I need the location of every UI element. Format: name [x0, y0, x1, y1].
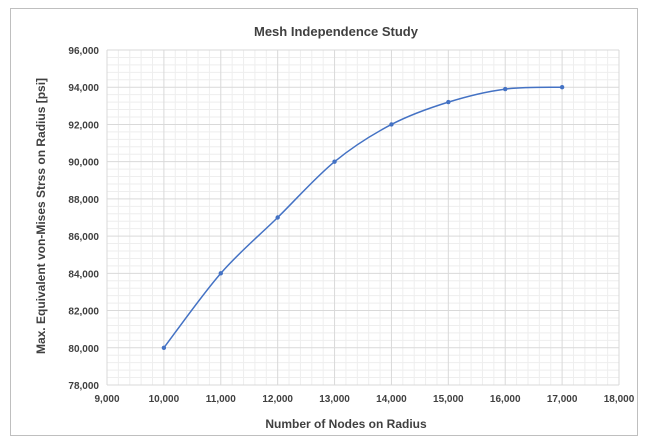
x-axis-title: Number of Nodes on Radius	[265, 417, 427, 431]
x-tick-label: 12,000	[262, 394, 293, 405]
x-tick-label: 10,000	[149, 394, 180, 405]
y-tick-label: 84,000	[68, 269, 99, 280]
data-point	[503, 86, 508, 92]
data-point	[275, 215, 280, 220]
y-tick-labels: 78,000 80,000 82,000 84,000 86,000 88,000 90,0…	[68, 46, 99, 392]
y-tick-label: 92,000	[68, 120, 99, 131]
y-tick-label: 82,000	[68, 307, 99, 318]
data-point	[446, 99, 451, 105]
data-point	[389, 122, 394, 127]
data-point	[161, 345, 167, 350]
chart-title: Mesh Independence Study	[254, 24, 419, 39]
series-line	[163, 86, 563, 349]
y-tick-label: 90,000	[68, 158, 99, 169]
grid	[106, 49, 620, 386]
x-tick-labels: 9,000 10,000 11,000 12,000 13,000 14,000 15,00…	[94, 394, 634, 405]
x-tick-label: 15,000	[433, 394, 464, 405]
x-tick-label: 18,000	[604, 394, 635, 405]
data-point	[218, 271, 223, 276]
x-tick-label: 17,000	[547, 394, 578, 405]
x-tick-label: 16,000	[490, 394, 521, 405]
x-tick-label: 11,000	[206, 394, 236, 405]
data-point	[332, 159, 337, 164]
y-tick-label: 88,000	[68, 195, 99, 206]
data-point	[559, 85, 565, 90]
y-tick-label: 96,000	[68, 46, 99, 57]
y-tick-label: 86,000	[68, 232, 99, 243]
x-tick-label: 13,000	[319, 394, 350, 405]
x-tick-label: 14,000	[376, 394, 407, 405]
series	[161, 85, 565, 350]
y-tick-label: 78,000	[68, 381, 99, 392]
y-tick-label: 80,000	[68, 344, 99, 355]
x-tick-label: 9,000	[94, 394, 119, 405]
y-tick-label: 94,000	[68, 83, 99, 94]
y-axis-title: Max. Equivalent von-Mises Strss on Radiu…	[34, 78, 48, 354]
